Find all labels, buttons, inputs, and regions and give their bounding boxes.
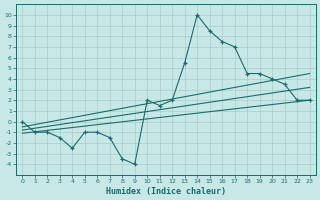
X-axis label: Humidex (Indice chaleur): Humidex (Indice chaleur) xyxy=(106,187,226,196)
